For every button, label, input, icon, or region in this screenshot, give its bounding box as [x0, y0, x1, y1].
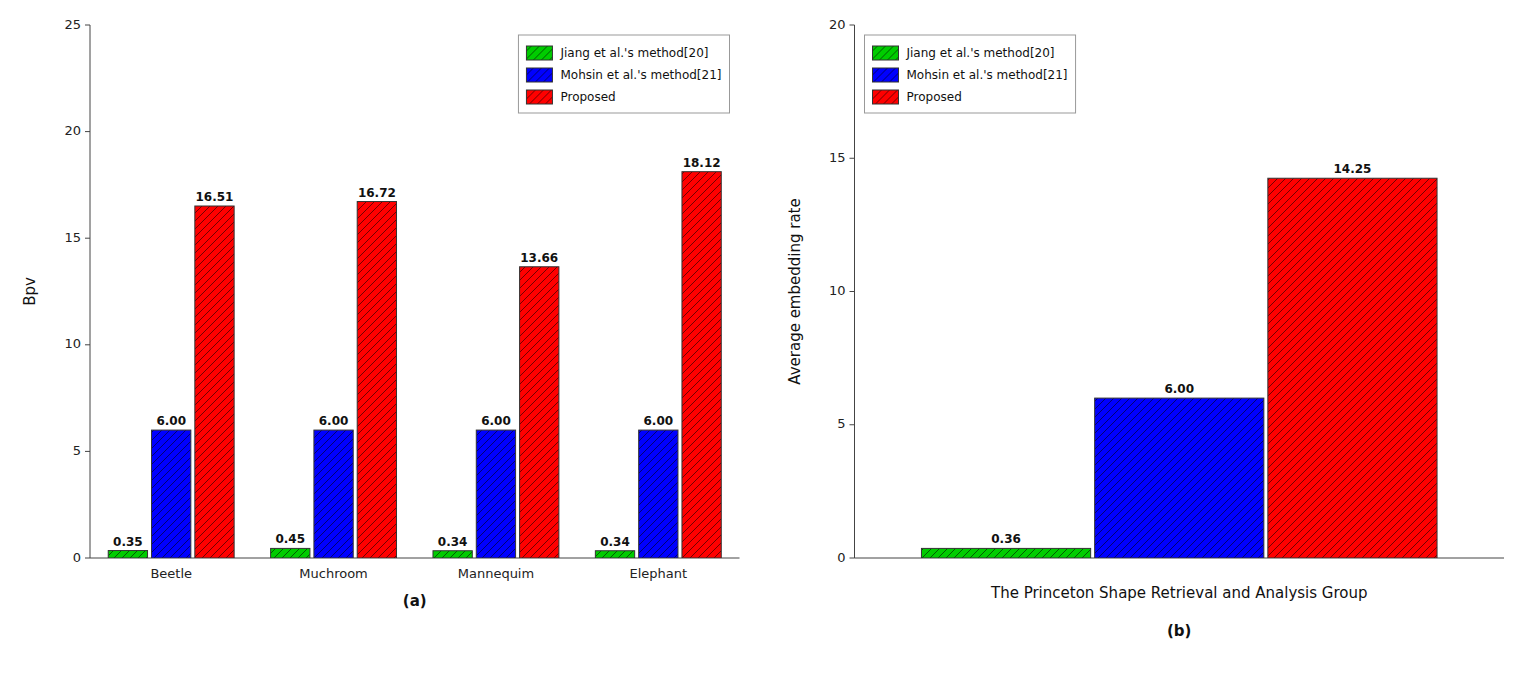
y-tick-label: 5 [837, 416, 845, 431]
legend-swatch [526, 90, 552, 104]
legend: Jiang et al.'s method[20] Mohsin et al.'s… [865, 35, 1076, 113]
legend: Jiang et al.'s method[20] Mohsin et al.'s… [518, 35, 729, 113]
legend-swatch [526, 46, 552, 60]
data-label: 16.51 [196, 190, 234, 204]
x-tick-label: Elephant [630, 566, 688, 581]
bar [921, 548, 1090, 558]
data-label: 6.00 [644, 414, 674, 428]
data-label: 6.00 [319, 414, 349, 428]
data-label: 13.66 [520, 251, 558, 265]
data-labels: 0.36 6.00 14.25 [991, 162, 1371, 546]
y-tick [85, 451, 90, 452]
bar [108, 551, 147, 558]
x-tick-label: Beetle [150, 566, 192, 581]
legend-label: Mohsin et al.'s method[21] [907, 68, 1068, 82]
bar [152, 430, 191, 558]
y-axis-label: Bpv [21, 277, 39, 306]
bar [433, 551, 472, 558]
y-tick [850, 424, 855, 425]
bar [639, 430, 678, 558]
y-tick [850, 25, 855, 26]
y-axis [854, 25, 855, 558]
bar [314, 430, 353, 558]
legend-swatch [873, 90, 899, 104]
y-tick [850, 158, 855, 159]
data-label: 0.34 [600, 535, 630, 549]
y-tick [85, 558, 90, 559]
y-tick [85, 131, 90, 132]
y-tick [85, 25, 90, 26]
legend-label: Jiang et al.'s method[20] [559, 46, 708, 60]
y-tick-label: 5 [73, 443, 81, 458]
y-tick [850, 558, 855, 559]
data-label: 6.00 [1164, 382, 1194, 396]
data-label: 16.72 [358, 186, 396, 200]
data-label: 6.00 [481, 414, 511, 428]
legend-swatch [873, 68, 899, 82]
data-label: 6.00 [156, 414, 186, 428]
legend-label: Jiang et al.'s method[20] [906, 46, 1055, 60]
bar [595, 551, 634, 558]
bar [1268, 178, 1437, 558]
bar [1095, 398, 1264, 558]
y-tick [85, 238, 90, 239]
subtitle: (a) [403, 592, 427, 610]
legend-swatch [873, 46, 899, 60]
y-axis [90, 25, 91, 558]
legend-frame [518, 35, 729, 113]
y-tick-label: 15 [829, 150, 846, 165]
bar [476, 430, 515, 558]
y-tick-label: 10 [64, 336, 81, 351]
chart-panel: 0 5 10 15 20 25 0.35 0.45 0.34 0.34 6.00 6.00 6.00 6.… [21, 17, 740, 611]
legend-swatch [526, 68, 552, 82]
y-tick-label: 20 [829, 17, 846, 32]
legend-frame [865, 35, 1076, 113]
data-label: 18.12 [683, 156, 721, 170]
x-tick-label: Muchroom [299, 566, 367, 581]
data-label: 0.45 [275, 532, 305, 546]
subtitle: (b) [1167, 622, 1191, 640]
x-tick-label: Mannequim [458, 566, 534, 581]
bar [682, 172, 721, 558]
y-tick-label: 0 [837, 550, 845, 565]
y-axis-label: Average embedding rate [786, 198, 804, 384]
legend-label: Mohsin et al.'s method[21] [560, 68, 721, 82]
data-label: 0.34 [438, 535, 468, 549]
data-label: 0.35 [113, 535, 143, 549]
y-tick [850, 291, 855, 292]
figure: 0 5 10 15 20 25 0.35 0.45 0.34 0.34 6.00 6.00 6.00 6.… [0, 0, 1529, 673]
bar [195, 206, 234, 558]
bar [357, 202, 396, 558]
data-labels: 0.35 0.45 0.34 0.34 6.00 6.00 6.00 6.00 16.51 16.… [113, 156, 721, 549]
legend-label: Proposed [907, 90, 962, 104]
y-tick-label: 15 [64, 230, 81, 245]
x-axis-label: The Princeton Shape Retrieval and Analys… [990, 584, 1368, 602]
y-tick-label: 20 [64, 123, 81, 138]
legend-label: Proposed [560, 90, 615, 104]
bars [108, 172, 721, 558]
data-label: 0.36 [991, 532, 1021, 546]
y-tick-label: 0 [73, 550, 81, 565]
bar [520, 267, 559, 558]
chart-panel: 0 5 10 15 20 0.36 6.00 14.25 The Princeton Shape… [786, 17, 1505, 641]
data-label: 14.25 [1333, 162, 1371, 176]
y-tick [85, 344, 90, 345]
y-tick-label: 10 [829, 283, 846, 298]
bar [271, 548, 310, 558]
bars [921, 178, 1437, 558]
y-tick-label: 25 [64, 17, 81, 32]
